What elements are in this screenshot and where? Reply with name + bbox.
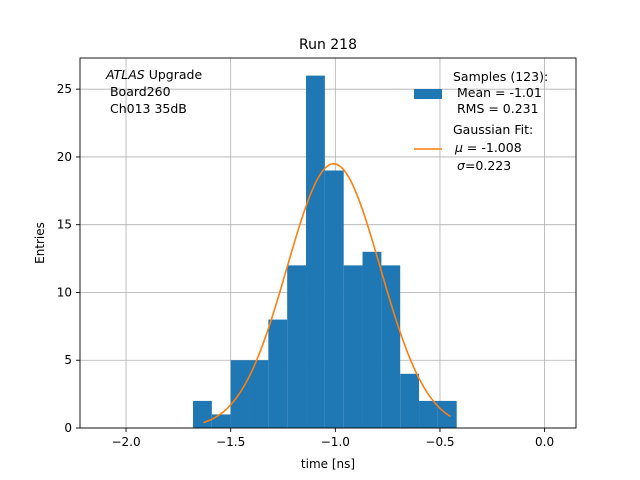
x-tick-label: 0.0: [535, 435, 554, 449]
histogram-bar: [306, 75, 325, 428]
legend-samples-line-2: Mean = -1.01: [453, 85, 542, 100]
legend: Samples (123): Mean = -1.01 RMS = 0.231 …: [414, 69, 548, 173]
histogram-bar: [419, 400, 438, 428]
x-tick-label: −0.5: [425, 435, 454, 449]
legend-fit-line-1: Gaussian Fit:: [453, 122, 533, 137]
y-tick-label: 20: [57, 150, 72, 164]
annotation-upgrade: Upgrade: [145, 67, 203, 82]
histogram-bar: [381, 265, 401, 428]
chart-title: Run 218: [299, 37, 357, 53]
y-tick-label: 0: [64, 421, 72, 435]
y-axis-ticks: 0 5 10 15 20 25: [57, 82, 80, 435]
histogram-bar: [324, 170, 344, 428]
legend-mu-value: = -1.008: [463, 140, 522, 155]
y-tick-label: 5: [64, 353, 72, 367]
histogram-bar: [287, 265, 307, 428]
x-tick-label: −2.0: [111, 435, 140, 449]
annotation-line-3: Ch013 35dB: [106, 101, 187, 116]
histogram-bar: [230, 360, 250, 428]
axes-frame: [79, 57, 577, 429]
legend-fit-line-2: μ = -1.008: [454, 140, 522, 155]
gaussian-fit-curve: [203, 162, 451, 424]
legend-samples-swatch: [414, 89, 442, 99]
legend-sigma-symbol: σ: [457, 158, 466, 173]
annotation-line-1: ATLAS Upgrade: [105, 67, 202, 82]
y-tick-label: 25: [57, 82, 72, 96]
histogram-bar: [400, 373, 420, 428]
x-axis-ticks: −2.0 −1.5 −1.0 −0.5 0.0: [111, 428, 554, 449]
annotation-line-2: Board260: [106, 84, 171, 99]
y-tick-label: 15: [57, 218, 72, 232]
legend-fit-line-3: σ=0.223: [457, 158, 511, 173]
histogram-bar: [268, 319, 288, 428]
x-axis-label: time [ns]: [301, 457, 355, 471]
legend-samples-line-3: RMS = 0.231: [453, 101, 539, 116]
y-tick-label: 10: [57, 285, 72, 299]
annotation-atlas: ATLAS: [105, 67, 145, 82]
histogram-bar: [193, 400, 212, 428]
histogram-bar: [362, 251, 382, 428]
histogram-bar: [343, 265, 363, 428]
histogram-bar: [211, 414, 231, 428]
info-annotation: ATLAS Upgrade Board260 Ch013 35dB: [105, 67, 202, 116]
histogram-bar: [249, 360, 269, 428]
x-tick-label: −1.0: [321, 435, 350, 449]
y-axis-label: Entries: [33, 222, 47, 264]
gaussian-fit: [203, 162, 451, 424]
legend-samples-line-1: Samples (123):: [453, 69, 548, 84]
legend-mu-symbol: μ: [454, 140, 463, 155]
legend-sigma-value: =0.223: [465, 158, 511, 173]
x-tick-label: −1.5: [216, 435, 245, 449]
